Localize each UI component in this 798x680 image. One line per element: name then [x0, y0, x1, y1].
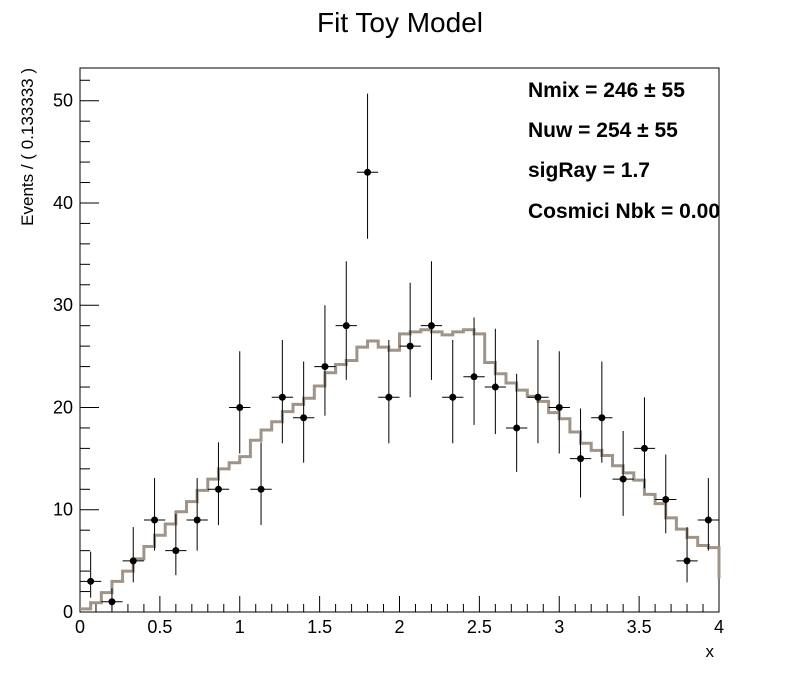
data-point	[399, 282, 421, 398]
fit-curve	[80, 328, 721, 611]
point-marker	[619, 475, 627, 483]
x-tick-label: 3.5	[627, 617, 652, 637]
stat-nmix: Nmix = 246 ± 55	[528, 79, 685, 102]
data-point	[655, 454, 677, 534]
point-marker	[342, 322, 350, 330]
y-tick-label: 40	[53, 193, 73, 213]
point-marker	[193, 516, 201, 524]
point-marker	[577, 455, 585, 463]
point-marker	[640, 444, 648, 452]
point-marker	[87, 577, 95, 585]
data-point	[122, 527, 144, 583]
data-point	[676, 527, 698, 583]
x-tick-label: 1	[235, 617, 245, 637]
y-tick-label: 20	[53, 397, 73, 417]
point-marker	[427, 322, 435, 330]
data-point	[697, 478, 719, 551]
data-point	[442, 340, 464, 444]
y-tick-label: 10	[53, 500, 73, 520]
point-marker	[172, 547, 180, 555]
x-tick-label: 2.5	[467, 617, 492, 637]
point-marker	[151, 516, 159, 524]
point-marker	[385, 393, 393, 401]
data-point	[229, 351, 251, 454]
x-axis: 0 0.5 1 1.5 2 2.5 3 3.5 4	[75, 596, 724, 637]
x-tick-label: 4	[714, 617, 724, 637]
data-point	[186, 478, 208, 551]
data-point	[101, 588, 123, 610]
data-point	[314, 305, 336, 416]
data-point	[271, 340, 294, 444]
y-tick-label: 0	[63, 602, 73, 622]
stat-sigray: sigRay = 1.7	[528, 159, 650, 182]
data-point	[143, 478, 166, 551]
point-marker	[534, 393, 542, 401]
chart-title: Fit Toy Model	[317, 7, 483, 38]
data-point	[612, 431, 634, 516]
x-tick-label: 0.5	[147, 617, 172, 637]
data-point	[633, 397, 656, 489]
point-marker	[406, 342, 414, 350]
point-marker	[683, 557, 691, 565]
data-points-layer	[80, 93, 719, 610]
data-point	[335, 261, 357, 380]
data-point	[505, 373, 528, 472]
point-marker	[236, 403, 244, 411]
data-point	[548, 351, 570, 454]
data-point	[420, 261, 443, 380]
data-point	[165, 513, 187, 576]
point-marker	[214, 485, 222, 493]
y-axis: 0 10 20 30 40 50	[53, 79, 99, 622]
point-marker	[598, 414, 606, 422]
data-point	[293, 361, 315, 463]
stat-cosmici-nbk: Cosmici Nbk = 0.00	[528, 200, 720, 223]
point-marker	[470, 373, 478, 381]
data-point	[80, 551, 102, 598]
y-tick-label: 50	[53, 91, 73, 111]
point-marker	[704, 516, 712, 524]
fit-layer	[80, 328, 721, 611]
data-point	[250, 442, 272, 526]
data-point	[591, 361, 613, 463]
data-point	[569, 408, 592, 498]
y-axis-label: Events / ( 0.133333 )	[18, 68, 37, 226]
data-point	[378, 340, 400, 444]
point-marker	[513, 424, 521, 432]
data-point	[463, 317, 485, 425]
x-tick-label: 3	[554, 617, 564, 637]
point-marker	[662, 496, 670, 504]
x-tick-label: 1.5	[307, 617, 332, 637]
point-marker	[257, 485, 265, 493]
point-marker	[364, 168, 372, 176]
point-marker	[108, 598, 116, 606]
point-marker	[300, 414, 308, 422]
point-marker	[321, 363, 329, 371]
point-marker	[129, 557, 137, 565]
point-marker	[491, 383, 499, 391]
data-point	[484, 328, 506, 435]
y-tick-label: 30	[53, 295, 73, 315]
x-tick-label: 0	[75, 617, 85, 637]
data-point	[356, 93, 379, 239]
x-axis-label: x	[706, 642, 715, 661]
data-point	[207, 442, 230, 526]
data-point	[527, 340, 549, 444]
point-marker	[278, 393, 286, 401]
stat-nuw: Nuw = 254 ± 55	[528, 119, 678, 142]
point-marker	[449, 393, 457, 401]
x-tick-label: 2	[394, 617, 404, 637]
point-marker	[555, 403, 563, 411]
